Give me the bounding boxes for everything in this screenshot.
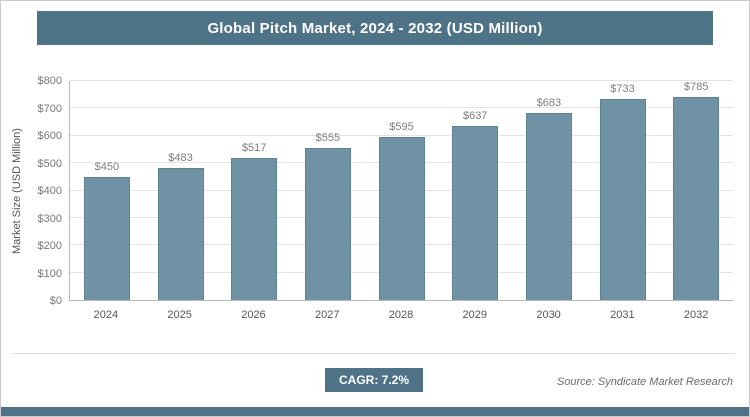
y-tick-label: $200 [37, 240, 62, 252]
y-tick-label: $500 [37, 157, 62, 170]
bar-column: $517 [217, 81, 291, 300]
source-attribution: Source: Syndicate Market Research [556, 376, 733, 388]
bar [452, 125, 499, 300]
y-tick-label: $600 [37, 130, 62, 142]
bar-value-label: $637 [462, 109, 488, 122]
x-tick-label: 2030 [536, 309, 561, 321]
bar [378, 137, 425, 300]
y-axis-ticks: $0 $100 $200 $300 $400 $500 $600 $700 $800 [25, 75, 69, 307]
bar-value-label: $683 [536, 97, 562, 110]
footer: CAGR: 7.2% Source: Syndicate Market Rese… [13, 353, 735, 399]
bar [673, 97, 720, 300]
plot-area: $450 $483 $517 $555 $595 $637 $683 $733 $785 [69, 80, 733, 301]
x-tick-label: 2025 [167, 309, 192, 321]
bar-value-label: $483 [168, 151, 193, 164]
bar-value-label: $595 [389, 121, 414, 134]
bar-column: $785 [659, 81, 733, 300]
y-axis-title: Market Size (USD Million) [11, 128, 23, 254]
gridline [70, 107, 733, 109]
chart-area: Market Size (USD Million) $0 $100 $200 $300… [11, 75, 733, 327]
x-tick-label: 2024 [93, 309, 119, 321]
bar-column: $555 [291, 81, 365, 300]
title-banner: Global Pitch Market, 2024 - 2032 (USD Mi… [37, 11, 713, 45]
y-tick-label: $800 [37, 75, 62, 87]
bar [599, 99, 646, 300]
bar [83, 176, 130, 300]
bottom-accent-strip [1, 407, 749, 416]
y-tick-label: $100 [37, 267, 62, 280]
bar-column: $733 [586, 81, 660, 300]
cagr-badge: CAGR: 7.2% [324, 368, 424, 392]
gridline [70, 134, 733, 136]
plot-column: $450 $483 $517 $555 $595 $637 $683 $733 $785 202… [69, 80, 733, 327]
gridline [70, 80, 733, 81]
bar-value-label: $785 [683, 81, 709, 93]
bar-value-label: $555 [315, 132, 341, 145]
bars-container: $450 $483 $517 $555 $595 $637 $683 $733 $785 [70, 81, 733, 300]
bar [525, 113, 572, 300]
x-tick-label: 2029 [462, 309, 488, 321]
bar [304, 148, 351, 300]
x-tick-label: 2032 [683, 309, 709, 321]
x-tick-label: 2026 [241, 309, 266, 321]
x-tick-label: 2027 [314, 309, 340, 321]
bar-column: $595 [365, 81, 439, 300]
y-tick-label: $700 [37, 102, 62, 115]
bar-column: $450 [70, 81, 144, 300]
bar [231, 158, 278, 300]
chart-title: Global Pitch Market, 2024 - 2032 (USD Mi… [207, 19, 543, 37]
x-tick-label: 2028 [388, 309, 414, 321]
y-tick-label: $0 [49, 295, 62, 307]
y-tick-label: $300 [37, 212, 62, 225]
bar-value-label: $517 [241, 142, 267, 155]
bar-column: $683 [512, 81, 586, 300]
x-tick-label: 2031 [610, 309, 635, 321]
bar-value-label: $733 [610, 83, 635, 96]
bar-column: $637 [438, 81, 512, 300]
bar [157, 167, 204, 300]
bar-value-label: $450 [94, 160, 120, 173]
y-tick-label: $400 [37, 185, 62, 197]
bar-column: $483 [144, 81, 218, 300]
x-axis-labels: 2024 2025 2026 2027 2028 2029 2030 2031 2032 [69, 301, 733, 327]
